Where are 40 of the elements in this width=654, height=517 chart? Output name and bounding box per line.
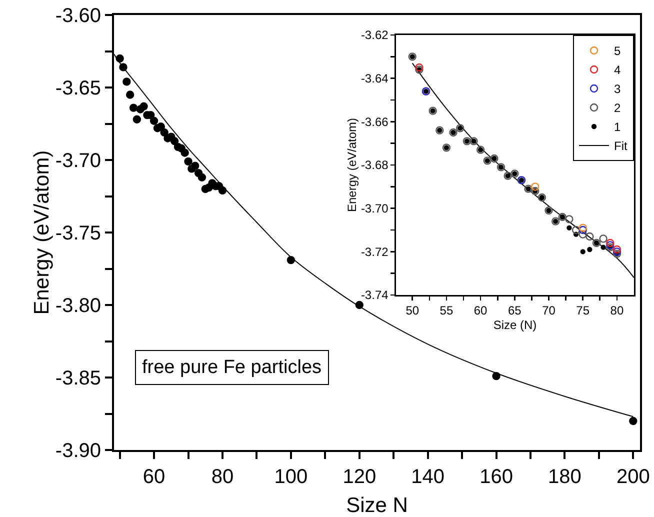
y-tick-label: -3.75 <box>55 222 101 244</box>
x-tick-label: 200 <box>616 466 650 488</box>
x-tick-label: 80 <box>211 466 234 488</box>
legend-label: 3 <box>614 82 621 96</box>
x-tick-label: 180 <box>548 466 582 488</box>
y-tick-label: -3.74 <box>360 288 389 302</box>
y-tick-label: -3.90 <box>55 440 101 462</box>
x-tick-label: 160 <box>480 466 513 488</box>
x-tick-label: 50 <box>406 304 420 318</box>
x-tick-label: 100 <box>274 466 308 488</box>
x-tick-label: 75 <box>576 304 590 318</box>
y-tick-label: -3.64 <box>360 72 389 86</box>
y-tick-label: -3.80 <box>55 295 101 317</box>
legend-label: 5 <box>614 44 621 58</box>
y-tick-label: -3.70 <box>360 202 389 216</box>
annotation: free pure Fe particles <box>142 357 322 378</box>
y-tick-label: -3.60 <box>55 5 101 27</box>
y-tick-label: -3.72 <box>360 244 389 259</box>
y-axis-title: Energy (eV/atom) <box>30 150 54 315</box>
legend-label: 4 <box>614 63 621 78</box>
y-axis-title: Energy (eV/atom) <box>344 118 359 212</box>
y-tick-label: -3.68 <box>360 158 389 172</box>
y-tick-label: -3.66 <box>360 114 389 129</box>
x-tick-label: 70 <box>542 304 556 318</box>
x-tick-label: 120 <box>342 466 376 488</box>
legend-label: Fit <box>614 139 628 154</box>
x-tick-label: 60 <box>142 466 166 488</box>
y-tick-label: -3.65 <box>55 78 101 100</box>
legend-label: 1 <box>614 120 621 134</box>
y-tick-label: -3.62 <box>360 28 389 42</box>
x-tick-label: 65 <box>508 304 522 318</box>
x-tick-label: 60 <box>474 304 488 318</box>
x-tick-label: 140 <box>411 466 445 488</box>
x-axis-title: Size N <box>346 494 408 517</box>
y-tick-label: -3.70 <box>55 150 101 172</box>
x-tick-label: 55 <box>440 304 454 318</box>
x-tick-label: 80 <box>610 304 624 318</box>
x-axis-title: Size (N) <box>493 318 537 332</box>
y-tick-label: -3.85 <box>55 368 101 390</box>
legend-label: 2 <box>614 101 621 116</box>
